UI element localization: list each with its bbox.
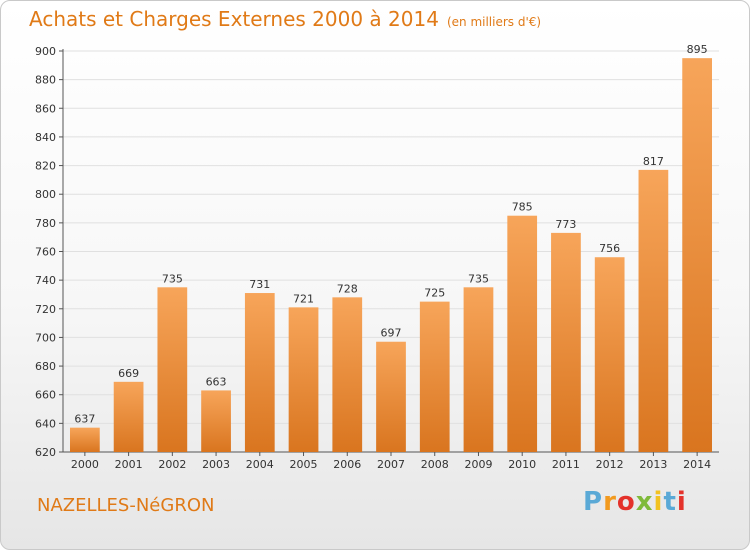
value-label-2000: 637 xyxy=(74,413,95,426)
y-tick-label: 840 xyxy=(35,131,56,144)
bar-2008 xyxy=(419,301,450,452)
bar-2002 xyxy=(157,287,188,452)
y-tick-label: 900 xyxy=(35,45,56,58)
value-label-2009: 735 xyxy=(468,272,489,285)
x-tick-label-2012: 2012 xyxy=(596,458,624,471)
chart-unit: (en milliers d'€) xyxy=(446,15,542,29)
bar-2014 xyxy=(682,58,713,453)
bar-2000 xyxy=(69,427,100,452)
x-tick-label-2007: 2007 xyxy=(377,458,405,471)
x-tick-label-2006: 2006 xyxy=(333,458,361,471)
chart-title: Achats et Charges Externes 2000 à 2014 (e… xyxy=(29,7,541,31)
y-tick-label: 620 xyxy=(35,446,56,459)
y-tick-label: 660 xyxy=(35,389,56,402)
value-label-2010: 785 xyxy=(512,201,533,214)
y-tick-label: 740 xyxy=(35,274,56,287)
bar-2013 xyxy=(638,169,669,452)
chart-title-text: Achats et Charges Externes 2000 à 2014 xyxy=(29,7,439,31)
proxiti-logo: Proxiti xyxy=(583,487,687,517)
x-tick-label-2002: 2002 xyxy=(158,458,186,471)
bar-2011 xyxy=(551,232,581,452)
y-tick-label: 640 xyxy=(35,417,56,430)
value-label-2002: 735 xyxy=(162,272,183,285)
bar-2012 xyxy=(594,257,625,452)
bar-2010 xyxy=(507,215,538,452)
x-tick-label-2013: 2013 xyxy=(639,458,667,471)
value-label-2001: 669 xyxy=(118,367,139,380)
x-tick-label-2000: 2000 xyxy=(71,458,99,471)
y-tick-label: 760 xyxy=(35,246,56,259)
value-label-2005: 721 xyxy=(293,292,314,305)
x-tick-label-2011: 2011 xyxy=(552,458,580,471)
y-tick-label: 820 xyxy=(35,160,56,173)
city-name: NAZELLES-NéGRON xyxy=(37,495,215,516)
value-label-2006: 728 xyxy=(337,282,358,295)
y-tick-label: 880 xyxy=(35,74,56,87)
x-tick-label-2003: 2003 xyxy=(202,458,230,471)
value-label-2014: 895 xyxy=(687,43,708,56)
x-tick-label-2009: 2009 xyxy=(464,458,492,471)
bar-2003 xyxy=(201,390,231,452)
value-label-2011: 773 xyxy=(555,218,576,231)
x-tick-label-2010: 2010 xyxy=(508,458,536,471)
y-tick-label: 780 xyxy=(35,217,56,230)
x-tick-label-2004: 2004 xyxy=(246,458,274,471)
labels: 620 640 660 680 700 720 740 760 780 800 820 840 860 8… xyxy=(35,43,711,471)
y-tick-label: 800 xyxy=(35,188,56,201)
y-tick-label: 700 xyxy=(35,331,56,344)
x-tick-label-2001: 2001 xyxy=(115,458,143,471)
x-tick-label-2014: 2014 xyxy=(683,458,711,471)
value-label-2007: 697 xyxy=(381,327,402,340)
bar-2006 xyxy=(332,297,363,452)
y-tick-label: 860 xyxy=(35,102,56,115)
value-label-2012: 756 xyxy=(599,242,620,255)
bars xyxy=(69,58,713,453)
value-label-2008: 725 xyxy=(424,287,445,300)
bar-2001 xyxy=(113,381,144,452)
bar-2007 xyxy=(376,341,406,452)
x-tick-label-2005: 2005 xyxy=(290,458,318,471)
value-label-2003: 663 xyxy=(206,375,227,388)
bar-2009 xyxy=(463,287,494,452)
x-tick-label-2008: 2008 xyxy=(421,458,449,471)
value-label-2013: 817 xyxy=(643,155,664,168)
bar-2004 xyxy=(244,293,275,452)
y-tick-label: 680 xyxy=(35,360,56,373)
y-tick-label: 720 xyxy=(35,303,56,316)
bar-2005 xyxy=(288,307,319,452)
value-label-2004: 731 xyxy=(249,278,270,291)
